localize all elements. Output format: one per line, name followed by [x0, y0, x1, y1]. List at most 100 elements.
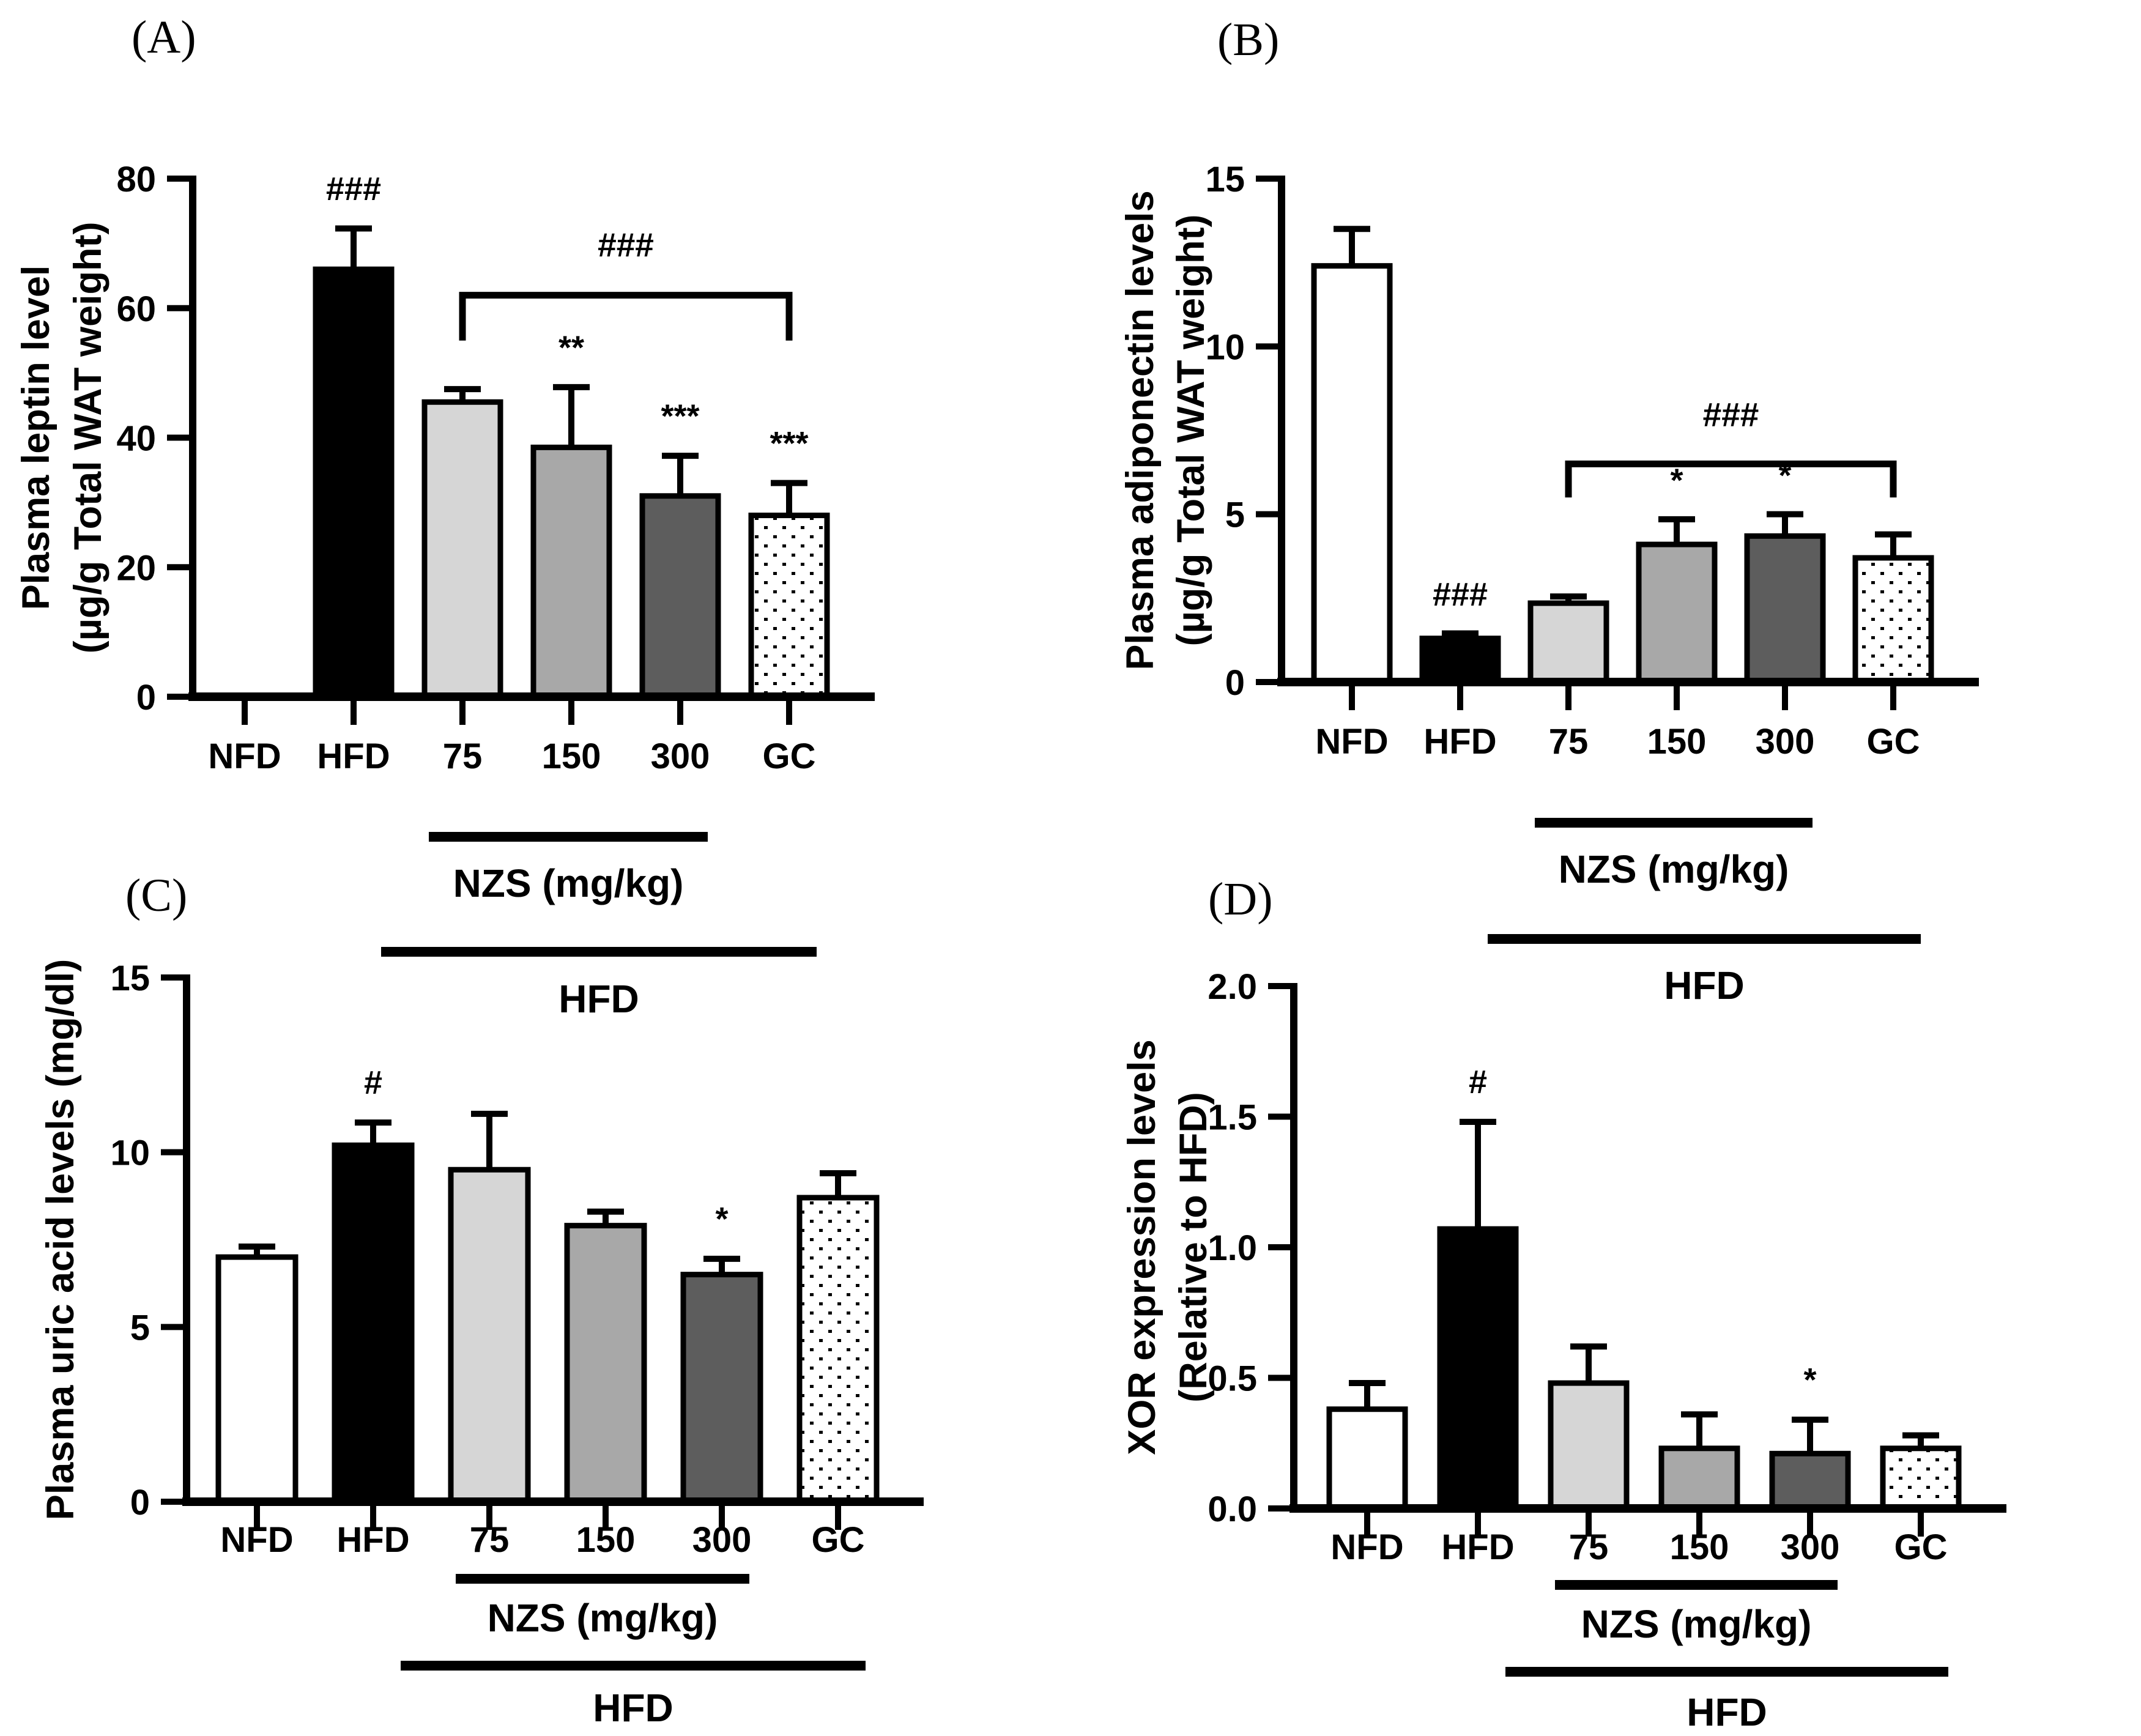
- bar-150: [1636, 541, 1718, 685]
- y-axis-title-line1: Plasma leptin level: [15, 265, 58, 610]
- sig-bracket-label: ###: [1703, 396, 1759, 434]
- sig-label-HFD: #: [1469, 1064, 1487, 1100]
- bar-HFD: [332, 1142, 415, 1505]
- x-category-label-75: 75: [443, 736, 483, 776]
- x-category-label-NFD: NFD: [1315, 722, 1388, 762]
- x-category-label-GC: GC: [1867, 722, 1920, 762]
- bar-GC: [1880, 1445, 1962, 1512]
- x-category-label-NFD: NFD: [1330, 1527, 1403, 1567]
- bar-HFD: [1437, 1226, 1519, 1512]
- y-tick-label: 5: [1225, 495, 1245, 535]
- sig-bracket-label: ###: [598, 226, 654, 264]
- x-category-label-150: 150: [542, 736, 601, 776]
- panel-a: (A) ### ** *** *** 0 20 40 60 80 NFD HFD 75 150 300 GC…: [0, 0, 1070, 1021]
- x-category-label-HFD: HFD: [1423, 722, 1496, 762]
- bar-75: [1548, 1380, 1630, 1512]
- y-axis-title-line2: (Relative to HFD): [1172, 1092, 1215, 1403]
- y-tick-label: 0: [136, 678, 156, 718]
- x-category-label-HFD: HFD: [317, 736, 390, 776]
- x-category-label-150: 150: [1670, 1527, 1729, 1567]
- y-tick-label: 0: [1225, 663, 1245, 703]
- panel-b: (B) ### * * 0 5 10 15 NFD HFD 75 150 300 GC Plasma ad…: [1070, 0, 2141, 1007]
- y-tick-label: 0.5: [1208, 1359, 1257, 1399]
- y-axis-title-line2: (µg/g Total WAT weight): [67, 222, 109, 654]
- x-category-label-NFD: NFD: [220, 1520, 293, 1560]
- bar-300: [1769, 1450, 1851, 1512]
- y-tick-label: 15: [110, 959, 150, 998]
- group-line-label-2: HFD: [558, 977, 639, 1021]
- bar-300: [639, 493, 721, 700]
- x-category-label-HFD: HFD: [336, 1520, 409, 1560]
- bar-150: [1658, 1445, 1740, 1512]
- y-axis-title-line1: Plasma adiponectin levels: [1119, 190, 1162, 670]
- bar-HFD: [313, 266, 395, 700]
- group-line-label-1: NZS (mg/kg): [488, 1596, 718, 1640]
- sig-label-GC: ***: [770, 425, 808, 462]
- sig-label-HFD: ###: [326, 171, 381, 207]
- y-axis-title-line1: XOR expression levels: [1121, 1039, 1163, 1455]
- y-tick-label: 15: [1205, 160, 1245, 199]
- bar-HFD: [1419, 636, 1501, 685]
- sig-label-150: *: [1670, 462, 1683, 499]
- x-category-label-150: 150: [576, 1520, 636, 1560]
- sig-label-300: *: [1803, 1362, 1816, 1398]
- sig-label-300: ***: [661, 398, 699, 435]
- bar-75: [1527, 600, 1609, 685]
- y-tick-label: 40: [116, 419, 156, 459]
- y-tick-label: 0: [130, 1483, 150, 1523]
- bar-NFD: [1326, 1406, 1408, 1512]
- bar-NFD: [215, 1254, 299, 1505]
- group-line-label-1: NZS (mg/kg): [453, 861, 684, 905]
- bar-300: [680, 1272, 763, 1505]
- x-category-label-NFD: NFD: [208, 736, 281, 776]
- panel-d: (D) # * 0.0 0.5 1.0 1.5 2.0 NFD HFD 75 150 300 GC XOR…: [1070, 868, 2141, 1736]
- group-line-label-2: HFD: [593, 1686, 673, 1730]
- sig-bracket: [459, 292, 793, 341]
- x-category-label-75: 75: [1549, 722, 1589, 762]
- group-line-label-1: NZS (mg/kg): [1581, 1602, 1812, 1646]
- panel-b-letter: (B): [1217, 14, 1280, 65]
- bar-300: [1744, 533, 1826, 685]
- y-tick-label: 2.0: [1208, 967, 1257, 1007]
- y-tick-label: 1.0: [1208, 1228, 1257, 1268]
- sig-label-HFD: #: [364, 1064, 382, 1101]
- x-category-label-300: 300: [651, 736, 710, 776]
- y-tick-label: 60: [116, 289, 156, 329]
- x-category-label-300: 300: [692, 1520, 752, 1560]
- bar-GC: [748, 513, 830, 700]
- panel-d-chart: # * 0.0 0.5 1.0 1.5 2.0 NFD HFD 75 150 300 GC XOR exp…: [1121, 967, 2006, 1734]
- x-category-label-GC: GC: [763, 736, 816, 776]
- x-category-label-75: 75: [1569, 1527, 1609, 1567]
- x-category-label-GC: GC: [812, 1520, 865, 1560]
- bar-GC: [1852, 555, 1934, 685]
- sig-label-HFD: ###: [1433, 576, 1488, 613]
- panel-a-letter: (A): [132, 12, 196, 63]
- bar-150: [530, 444, 612, 700]
- panel-d-letter: (D): [1208, 874, 1273, 925]
- bar-NFD: [1311, 263, 1393, 685]
- panel-c-chart: # * 0 5 10 15 NFD HFD 75 150 300 GC Plasma uric acid…: [39, 959, 924, 1730]
- group-line-label-2: HFD: [1686, 1690, 1767, 1734]
- sig-bracket: [1565, 460, 1897, 498]
- x-category-label-GC: GC: [1894, 1527, 1948, 1567]
- y-tick-label: 10: [1205, 327, 1245, 367]
- y-tick-label: 10: [110, 1133, 150, 1173]
- y-axis-title-line2: (µg/g Total WAT weight): [1170, 215, 1212, 647]
- group-line-label-2: HFD: [1664, 963, 1745, 1007]
- y-tick-label: 5: [130, 1308, 150, 1348]
- y-tick-label: 80: [116, 160, 156, 199]
- y-tick-label: 0.0: [1208, 1489, 1257, 1529]
- group-line-label-1: NZS (mg/kg): [1559, 847, 1789, 891]
- bar-75: [421, 399, 503, 700]
- sig-label-300: *: [715, 1201, 728, 1237]
- bar-75: [448, 1167, 531, 1505]
- bar-GC: [796, 1195, 880, 1505]
- sig-label-150: **: [558, 329, 584, 366]
- x-category-label-150: 150: [1647, 722, 1707, 762]
- y-tick-label: 20: [116, 548, 156, 588]
- y-axis-title-line1: Plasma uric acid levels (mg/dl): [39, 959, 82, 1520]
- x-category-label-75: 75: [470, 1520, 510, 1560]
- x-category-label-300: 300: [1756, 722, 1815, 762]
